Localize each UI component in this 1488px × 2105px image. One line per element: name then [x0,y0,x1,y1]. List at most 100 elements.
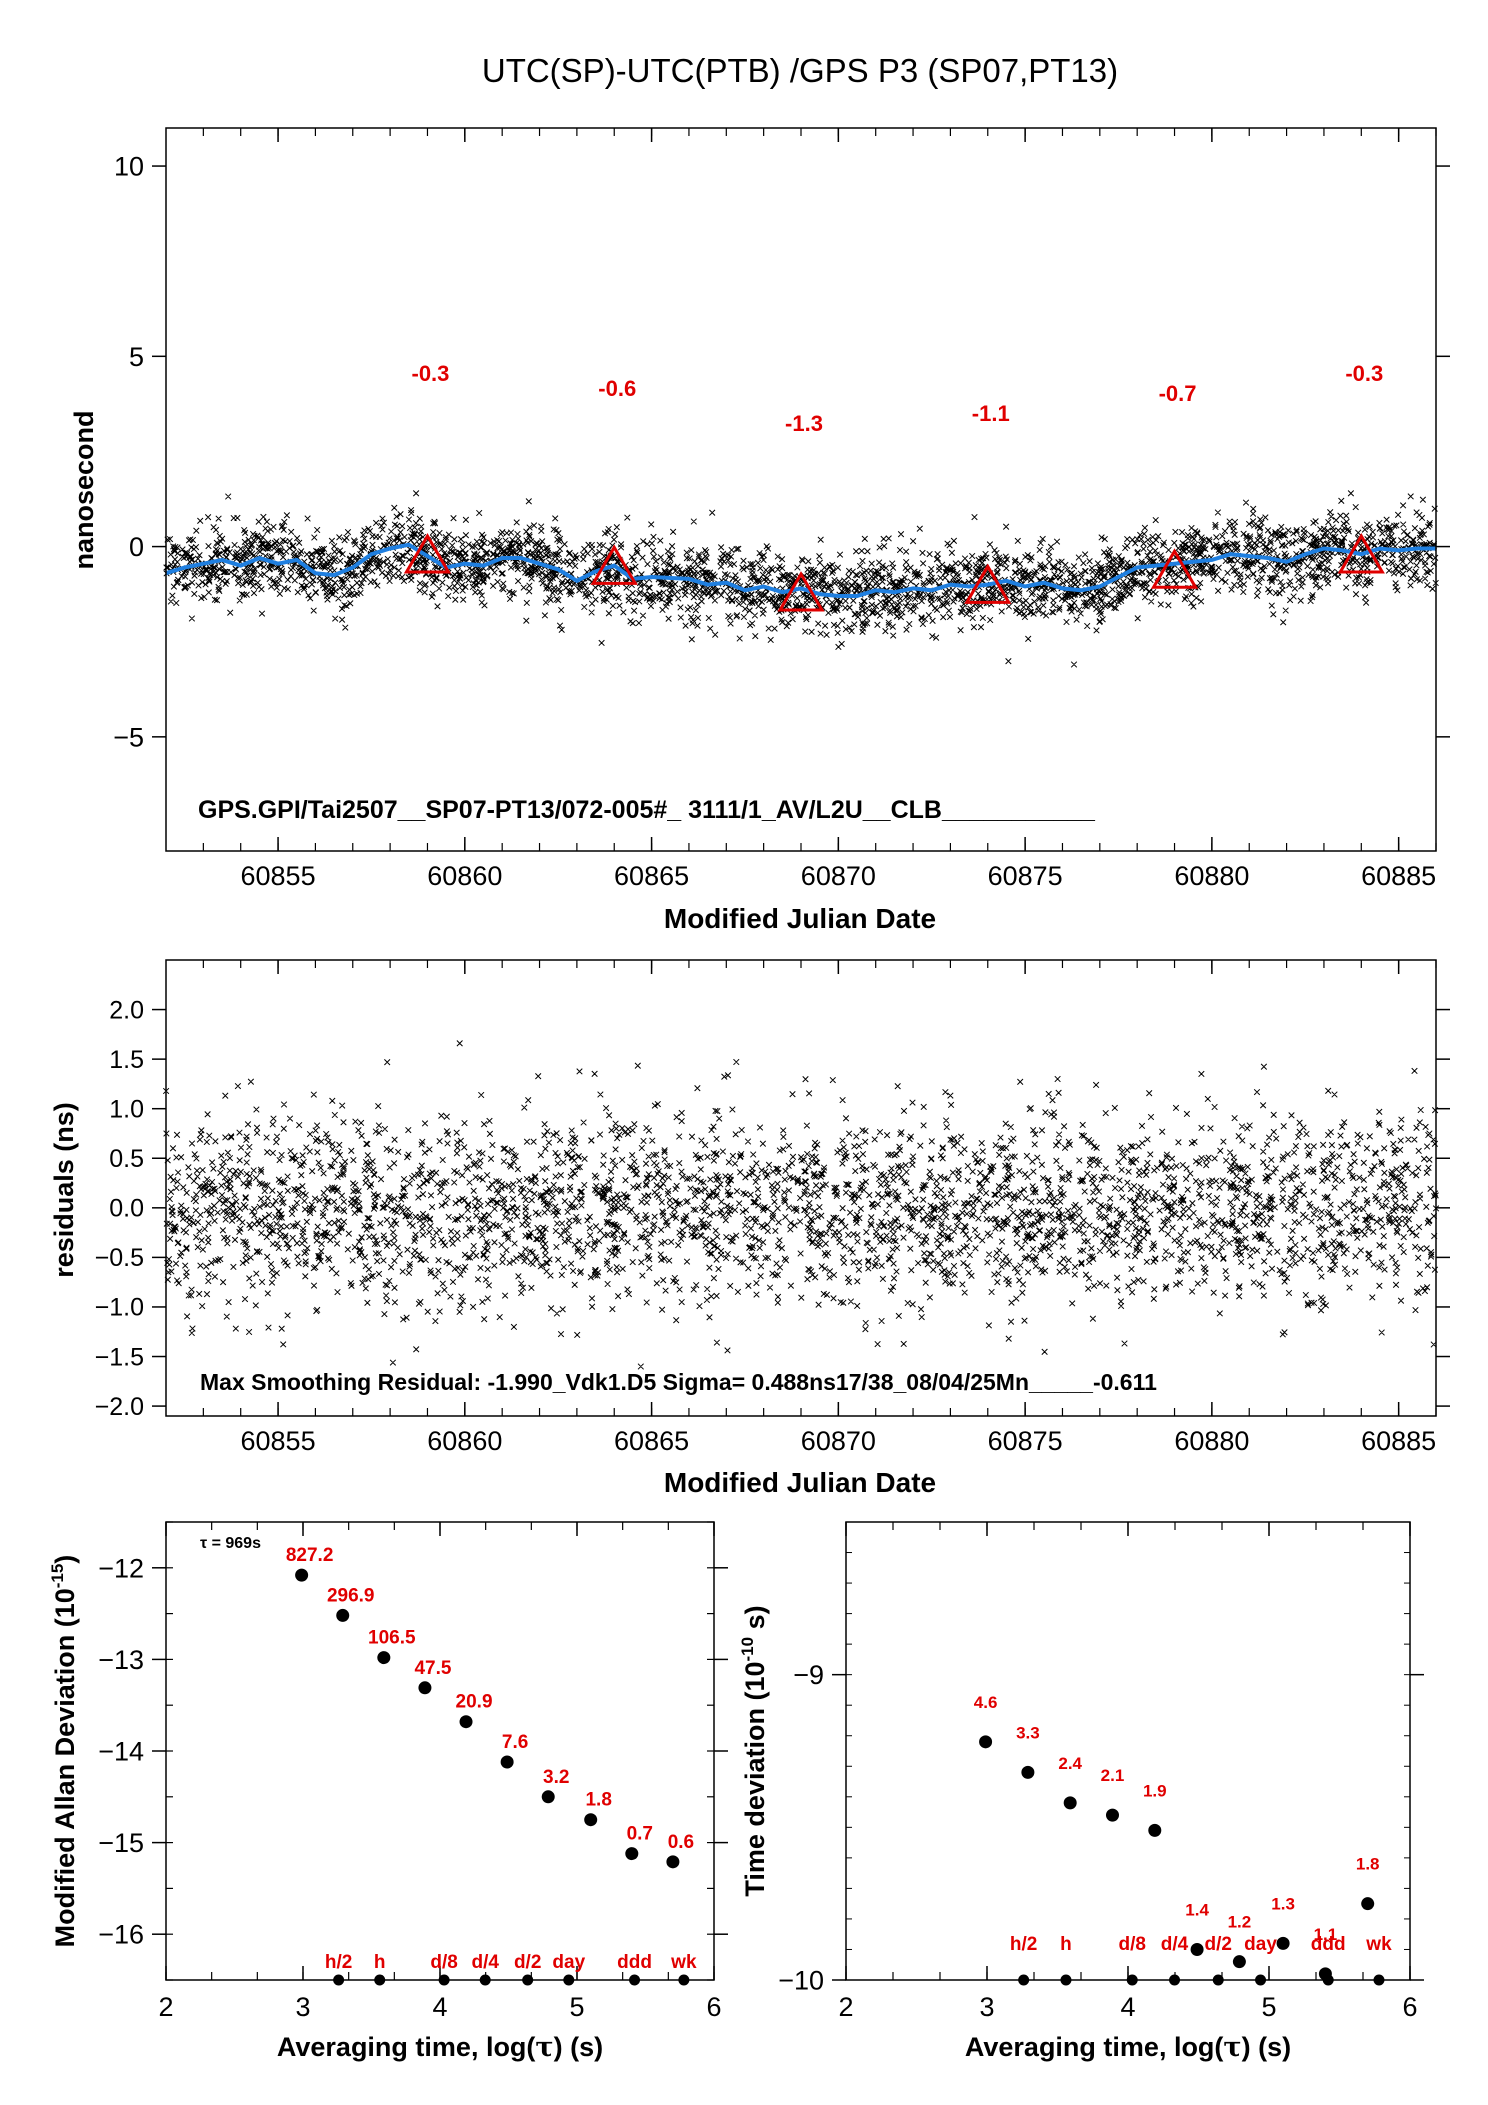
x-axis-label: Averaging time, log(τ) (s) [277,2032,603,2063]
marker-value-label: -0.3 [1345,361,1383,386]
time-marker-dot [479,1974,491,1986]
y-axis-label: residuals (ns) [49,1102,79,1278]
deviation-value-label: 1.1 [1314,1925,1338,1944]
time-marker-label: wk [1365,1934,1392,1955]
x-tick-label: 60880 [1174,861,1249,891]
time-marker-dot [1126,1974,1138,1986]
deviation-value-label: 1.9 [1143,1781,1167,1800]
time-marker-dot [438,1974,450,1986]
x-tick-label: 2 [158,1992,173,2022]
marker-value-label: -0.6 [598,376,636,401]
time-marker-dot [1373,1974,1385,1986]
x-tick-label: 60855 [241,861,316,891]
y-tick-label: 0 [129,532,144,562]
x-tick-label: 3 [979,1992,994,2022]
deviation-point [1105,1808,1119,1822]
time-marker-label: day [552,1952,585,1973]
page-title: UTC(SP)-UTC(PTB) /GPS P3 (SP07,PT13) [482,52,1118,89]
deviation-value-label: 3.2 [543,1767,569,1788]
time-marker-label: wk [670,1952,697,1973]
scatter-points [163,490,1439,668]
x-tick-label: 60880 [1174,1426,1249,1456]
x-tick-label: 60870 [801,1426,876,1456]
deviation-value-label: 1.4 [1185,1900,1209,1919]
y-tick-label: 10 [114,152,144,182]
time-marker-dot [522,1974,534,1986]
x-axis-label: Modified Julian Date [664,1467,936,1498]
time-marker-label: d/8 [1119,1934,1146,1955]
x-axis-label: Averaging time, log(τ) (s) [965,2032,1291,2063]
y-tick-label: 2.0 [109,996,144,1024]
deviation-value-label: 0.7 [627,1824,653,1845]
x-axis-label: Modified Julian Date [664,903,936,934]
triangle-marker [1150,548,1199,589]
smoothed-curve [165,542,1436,598]
deviation-point [377,1651,391,1665]
deviation-point [1276,1936,1290,1950]
run-annotation: GPS.GPI/Tai2507__SP07-PT13/072-005#_ 311… [198,796,1096,824]
y-tick-label: −12 [98,1553,144,1583]
time-marker-label: h/2 [325,1952,352,1973]
deviation-value-label: 1.8 [585,1790,611,1811]
deviation-point [1318,1967,1332,1981]
deviation-point [1232,1955,1246,1969]
deviation-point [418,1681,432,1695]
triangle-marker [777,571,825,612]
marker-value-label: -1.1 [972,401,1010,426]
y-tick-label: 0.0 [109,1195,144,1223]
time-marker-label: day [1244,1934,1277,1955]
y-tick-label: −1.5 [95,1343,144,1371]
deviation-value-label: 2.1 [1101,1766,1125,1785]
deviation-point [584,1813,598,1827]
deviation-point [541,1790,555,1804]
deviation-point [979,1735,993,1749]
time-marker-dot [333,1974,345,1986]
triangle-marker [590,544,638,585]
y-axis-label: Modified Allan Deviation (10-15) [48,1555,80,1948]
time-marker-dot [1255,1974,1267,1986]
x-tick-label: 2 [838,1992,853,2022]
plot-frame [845,1521,1411,1981]
y-tick-label: −9 [793,1660,824,1690]
deviation-point [1021,1765,1035,1779]
deviation-point [666,1855,680,1869]
y-tick-label: −15 [98,1828,144,1858]
marker-value-label: -0.7 [1159,381,1197,406]
y-axis-label: Time deviation (10-10 s) [738,1605,770,1896]
deviation-point [1063,1796,1077,1810]
time-marker-label: h [1060,1934,1072,1955]
triangle-marker [1337,533,1385,574]
time-marker-dot [563,1974,575,1986]
deviation-point [625,1847,639,1861]
deviation-point [459,1715,473,1729]
deviation-value-label: 1.2 [1228,1913,1252,1932]
y-tick-label: −14 [98,1736,144,1766]
time-marker-dot [629,1974,641,1986]
deviation-value-label: 47.5 [414,1658,451,1679]
x-tick-label: 60875 [988,861,1063,891]
deviation-point [500,1755,514,1769]
x-tick-label: 60885 [1361,861,1436,891]
y-tick-label: −1.0 [95,1294,144,1322]
time-marker-dot [1169,1974,1181,1986]
time-marker-label: ddd [1311,1934,1346,1955]
y-tick-label: −2.0 [95,1393,144,1421]
panel-middle-residuals: 60855 60860 60865 60870 60875 60880 60885 −2.0 −… [49,959,1450,1498]
y-axis-label: nanosecond [69,410,99,569]
plot-frame [165,1521,715,1981]
deviation-value-label: 1.8 [1356,1855,1380,1874]
x-tick-label: 6 [706,1992,721,2022]
x-tick-label: 60870 [801,861,876,891]
residual-annotation: Max Smoothing Residual: -1.990_Vdk1.D5 S… [200,1369,1157,1395]
x-tick-label: 4 [432,1992,447,2022]
time-marker-label: h [374,1952,386,1973]
plot-frame [165,127,1437,852]
time-marker-label: ddd [617,1952,652,1973]
deviation-value-label: 4.6 [974,1693,998,1712]
x-tick-label: 60885 [1361,1426,1436,1456]
deviation-point [1148,1823,1162,1837]
x-tick-label: 60865 [614,861,689,891]
time-marker-label: d/2 [514,1952,541,1973]
time-marker-dot [1018,1974,1030,1986]
deviation-value-label: 106.5 [368,1628,416,1649]
